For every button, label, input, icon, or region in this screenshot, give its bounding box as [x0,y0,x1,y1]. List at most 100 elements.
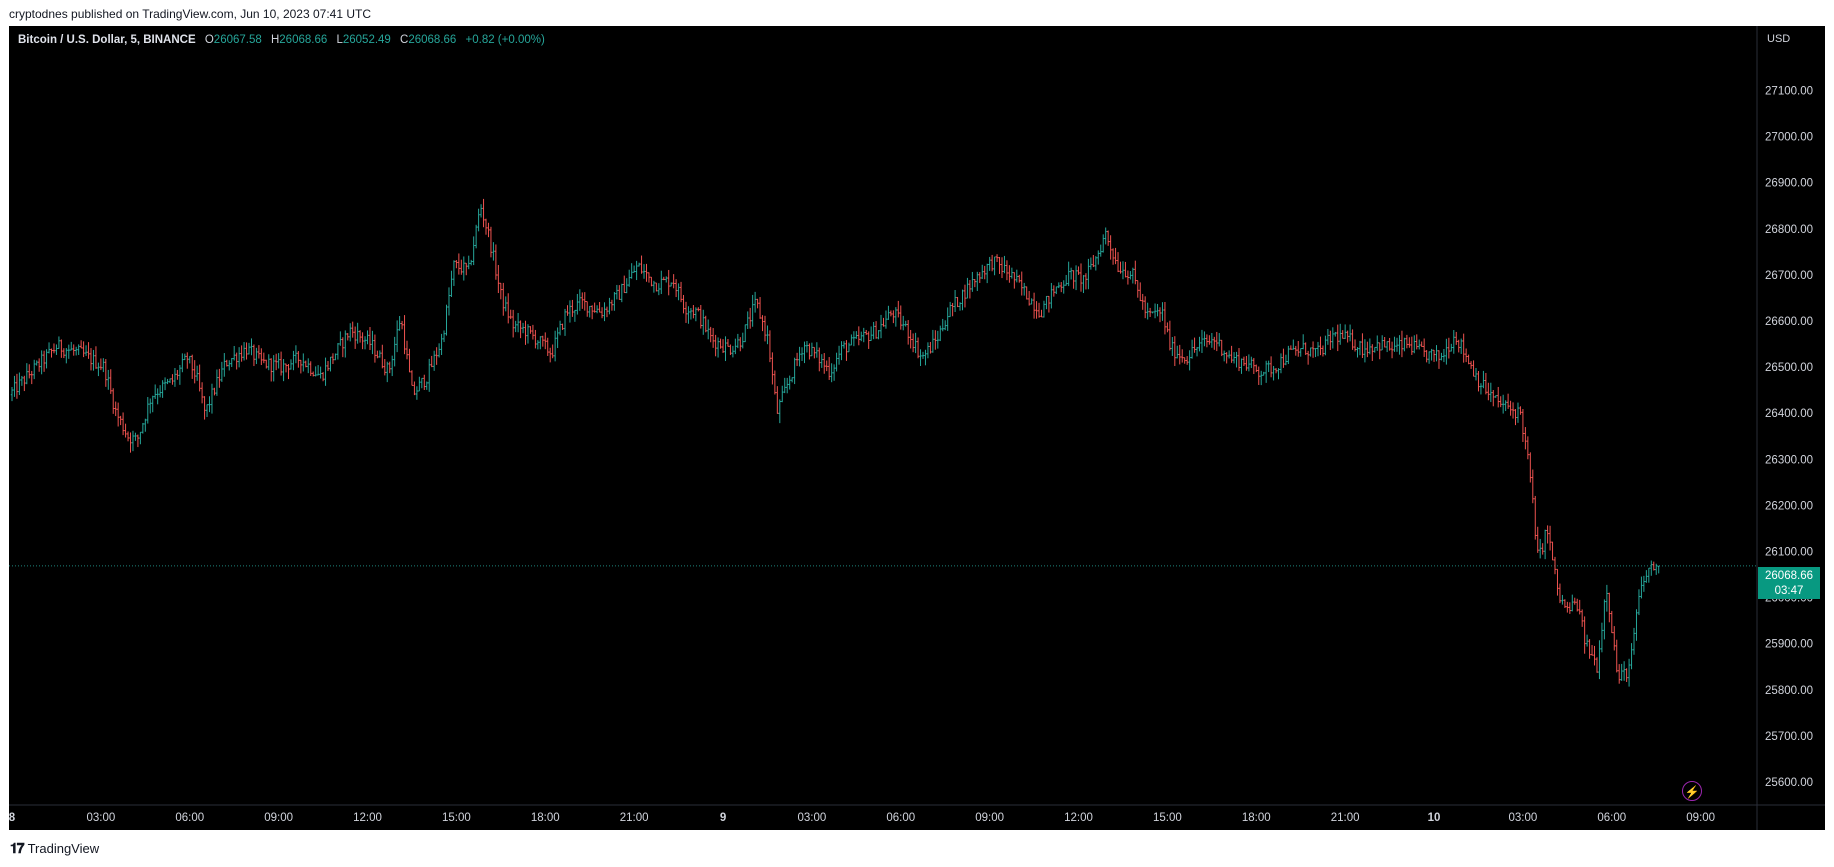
ohlc-bar [724,336,727,362]
ohlc-bar [640,255,643,274]
ohlc-bar [331,353,335,364]
x-tick-label: 12:00 [1064,812,1093,824]
y-tick-label: 27100.00 [1765,86,1813,98]
ohlc-bar [916,337,920,359]
ohlc-bar [751,294,754,327]
ohlc-bar [237,347,241,368]
ohlc-bar [655,282,658,292]
ohlc-bar [287,363,290,380]
ohlc-bar [304,360,307,368]
ohlc-bar [52,343,56,354]
ohlc-bar [1168,320,1172,351]
ohlc-bar [484,218,488,235]
ohlc-bar [1255,364,1258,373]
ohlc-bar [1183,357,1186,364]
ohlc-bar [410,370,414,386]
ohlc-bar [119,415,122,426]
ohlc-bar [284,363,288,373]
chart-frame[interactable] [9,26,1825,830]
ohlc-bar [1551,541,1554,561]
ohlc-bar [995,254,999,263]
ohlc-bar [329,356,332,372]
ohlc-bar [909,329,912,349]
ohlc-bar [1408,337,1411,348]
ohlc-bar [768,330,772,363]
ohlc-bar [1227,350,1231,359]
ohlc-bar [1171,336,1174,356]
ohlc-bar [141,422,145,434]
ohlc-bar [684,301,688,323]
ohlc-bar [931,329,935,353]
ohlc-bar [1158,307,1162,323]
ohlc-bar [1484,372,1488,395]
ohlc-bar [551,344,554,359]
symbol-name[interactable]: Bitcoin / U.S. Dollar, 5, BINANCE [18,34,196,46]
ohlc-bar [1603,599,1606,640]
ohlc-bar [1309,347,1312,357]
ohlc-bar [1432,349,1436,362]
ohlc-bar [1590,645,1594,656]
ohlc-bar [568,300,572,323]
ohlc-bar [889,310,893,317]
y-tick-label: 26700.00 [1765,270,1813,282]
ohlc-bar [1272,365,1275,381]
ohlc-bar [1225,352,1228,364]
ohlc-bar [1079,263,1083,292]
ohlc-bar [146,397,149,424]
x-tick-label: 03:00 [86,812,115,824]
ohlc-bar [1341,330,1344,339]
ohlc-bar [509,309,512,320]
ohlc-bar [499,282,503,300]
ohlc-bar [195,365,199,381]
ohlc-bar [736,333,740,349]
ohlc-bar [1242,356,1246,366]
ohlc-bar [166,378,169,385]
lightning-icon[interactable]: ⚡ [1682,781,1702,801]
ohlc-bar [1605,584,1609,612]
ohlc-bar [104,359,108,387]
ohlc-bar [1613,626,1616,651]
ohlc-bar [731,345,735,358]
ohlc-bar [1642,575,1646,592]
ohlc-bar [825,360,828,372]
ohlc-bar [418,376,421,392]
ohlc-bar [425,381,428,390]
ohlc-bar [220,361,224,382]
ohlc-bar [766,325,769,345]
ohlc-bar [1393,336,1396,352]
ohlc-bar [1282,348,1285,368]
ohlc-bar [1319,336,1322,356]
ohlc-bar [998,256,1001,274]
ohlc-bar [968,280,972,299]
ohlc-bar [595,305,599,314]
ohlc-bar [590,305,594,320]
ohlc-bar [1655,563,1658,575]
ohlc-bar [208,396,211,413]
ohlc-bar [400,320,404,330]
ohlc-bar [1435,345,1438,362]
ohlc-bar [911,333,915,353]
ohlc-bar [311,371,315,377]
ohlc-bar [1366,341,1369,358]
ohlc-bar [906,320,910,345]
ohlc-bar [934,330,937,350]
ohlc-bar [1395,337,1399,352]
ohlc-bar [976,271,979,291]
ohlc-bar [914,332,917,354]
currency-label[interactable]: USD [1767,33,1791,45]
ohlc-bar [1220,339,1223,357]
ohlc-bar [1571,594,1574,612]
ohlc-bar [1422,338,1426,357]
ohlc-bar [1321,345,1325,357]
ohlc-bar [1548,525,1552,551]
ohlc-bar [1287,345,1290,365]
y-tick-label: 26500.00 [1765,362,1813,374]
ohlc-bar [28,364,31,379]
ohlc-bar [72,344,75,356]
ohlc-bar [1109,235,1112,260]
ohlc-bar [1156,303,1159,317]
ohlc-bar [1563,599,1567,608]
ohlc-bar [1040,309,1043,318]
ohlc-bar [1464,348,1468,363]
